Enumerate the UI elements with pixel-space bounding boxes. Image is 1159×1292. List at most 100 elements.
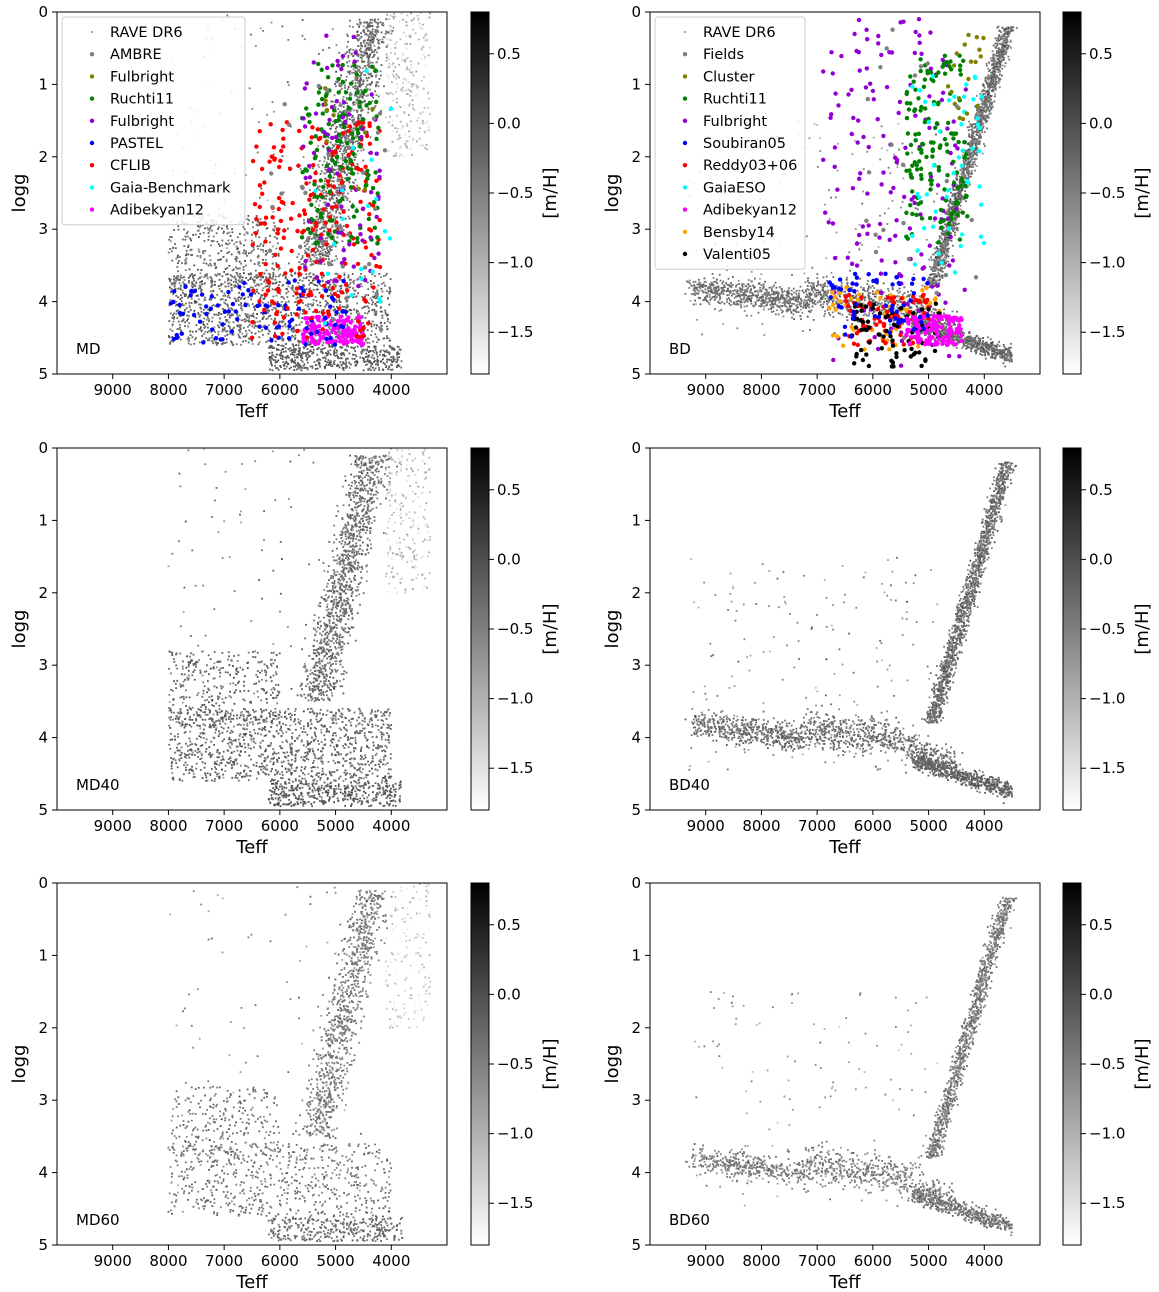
star-point xyxy=(823,283,826,286)
star-point xyxy=(325,352,327,354)
calibration-point xyxy=(314,275,319,280)
star-point xyxy=(336,273,339,275)
star-point xyxy=(369,72,372,75)
calibration-point xyxy=(339,196,345,202)
star-point xyxy=(256,325,259,328)
calibration-point xyxy=(331,113,336,118)
star-point xyxy=(211,281,214,284)
star-point xyxy=(328,46,331,49)
star-point xyxy=(331,169,334,171)
star-point xyxy=(277,254,280,257)
star-point xyxy=(318,221,320,224)
calibration-point xyxy=(336,63,341,68)
star-point xyxy=(386,335,388,337)
star-point xyxy=(222,232,225,235)
star-point xyxy=(325,201,327,204)
star-point xyxy=(391,124,394,127)
star-point xyxy=(281,155,284,158)
star-point xyxy=(301,312,304,315)
star-point xyxy=(217,228,219,230)
star-point xyxy=(247,341,250,344)
star-point xyxy=(358,24,361,27)
star-point xyxy=(370,286,373,288)
star-point xyxy=(377,31,380,33)
star-point xyxy=(197,328,200,331)
star-point xyxy=(375,73,378,76)
calibration-point xyxy=(319,96,325,102)
star-point xyxy=(354,67,357,69)
star-point xyxy=(238,296,241,299)
calibration-point xyxy=(263,261,268,267)
star-point xyxy=(371,33,374,35)
star-point xyxy=(856,290,859,292)
calibration-point xyxy=(377,168,382,173)
star-point xyxy=(294,272,296,275)
star-point xyxy=(246,319,248,322)
star-point xyxy=(361,61,363,63)
star-point xyxy=(268,324,270,327)
star-point xyxy=(325,171,328,174)
star-point xyxy=(244,320,247,323)
star-point xyxy=(368,49,370,51)
star-point xyxy=(334,164,336,167)
star-point xyxy=(229,314,231,317)
star-point xyxy=(318,189,321,192)
calibration-point xyxy=(387,236,393,241)
calibration-point xyxy=(303,342,308,347)
calibration-point xyxy=(250,242,255,247)
star-point xyxy=(275,308,277,310)
star-point xyxy=(346,295,349,298)
star-point xyxy=(328,162,331,165)
star-point xyxy=(251,107,254,110)
star-point xyxy=(384,116,387,119)
star-point xyxy=(360,352,363,355)
star-point xyxy=(253,326,256,329)
star-point xyxy=(311,304,313,307)
star-point xyxy=(207,312,210,315)
star-point xyxy=(265,341,268,343)
calibration-point xyxy=(344,223,350,229)
star-point xyxy=(422,123,425,125)
star-point xyxy=(369,66,372,69)
star-point xyxy=(247,337,250,340)
star-point xyxy=(349,19,351,22)
star-point xyxy=(276,242,279,245)
star-point xyxy=(317,187,320,190)
star-point xyxy=(334,83,336,85)
calibration-point xyxy=(373,170,378,175)
star-point xyxy=(358,34,360,37)
star-point xyxy=(268,352,271,354)
star-point xyxy=(379,351,382,353)
star-point xyxy=(187,325,189,328)
star-point xyxy=(404,60,407,63)
star-point xyxy=(356,302,359,305)
star-point xyxy=(259,279,262,281)
calibration-point xyxy=(359,134,364,140)
star-point xyxy=(344,195,347,198)
star-point xyxy=(250,295,252,298)
star-point xyxy=(255,274,258,277)
star-point xyxy=(363,306,365,309)
star-point xyxy=(366,34,369,37)
star-point xyxy=(407,114,410,116)
star-point xyxy=(411,72,413,75)
star-point xyxy=(272,306,275,309)
star-point xyxy=(285,288,288,290)
star-point xyxy=(328,343,331,346)
star-point xyxy=(337,108,340,111)
star-point xyxy=(331,156,333,159)
star-point xyxy=(177,275,179,277)
star-point xyxy=(366,350,369,352)
star-point xyxy=(353,168,356,171)
star-point xyxy=(292,351,294,354)
star-point xyxy=(409,90,412,92)
star-point xyxy=(368,35,370,38)
star-point xyxy=(346,61,348,64)
star-point xyxy=(266,309,269,311)
star-point xyxy=(345,115,348,117)
star-point xyxy=(343,149,346,152)
star-point xyxy=(726,298,729,301)
star-point xyxy=(357,310,359,313)
star-point xyxy=(297,352,300,355)
star-point xyxy=(334,308,336,310)
